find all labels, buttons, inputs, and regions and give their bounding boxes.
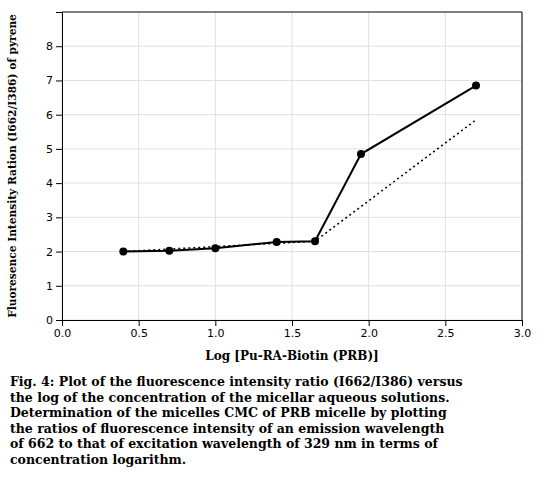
- x-axis: 0.0 0.5 1.0 1.5 2.0 2.5 3.0: [54, 320, 532, 340]
- y-tick: 2: [46, 246, 62, 259]
- grid-line-x: [215, 12, 216, 320]
- x-tick-label: 0.0: [54, 327, 72, 340]
- x-tick-mark: [445, 320, 446, 326]
- x-tick-label: 0.5: [130, 327, 148, 340]
- x-tick-label: 2.5: [437, 327, 455, 340]
- y-axis-line: [56, 13, 63, 321]
- caption-line: of 662 to that of excitation wavelength …: [10, 436, 440, 451]
- x-axis-title: Log [Pu-RA-Biotin (PRB)]: [205, 349, 379, 363]
- caption-line: the log of the concentration of the mice…: [10, 390, 450, 405]
- plot-area: 0.0 0.5 1.0 1.5 2.0 2.5 3.0 0 1 2 3 4 5 6 7 8: [46, 12, 531, 340]
- grid-line-x: [368, 12, 369, 320]
- x-tick-mark: [369, 320, 370, 326]
- marks: [119, 82, 480, 256]
- y-tick: 5: [46, 143, 62, 156]
- y-tick: 6: [46, 109, 62, 122]
- y-tick-mark: [56, 286, 62, 287]
- series-line: [123, 86, 476, 252]
- x-tick-mark: [215, 320, 216, 326]
- grid-line-x: [522, 12, 523, 320]
- y-tick: 7: [46, 74, 62, 87]
- grid-line-x: [445, 12, 446, 320]
- x-tick: 2.5: [437, 320, 455, 340]
- grid-line-y: [62, 183, 522, 184]
- grid-line-x: [138, 12, 139, 320]
- caption: Fig. 4: Plot of the fluorescence intensi…: [10, 374, 463, 467]
- y-tick: 8: [46, 40, 62, 53]
- grid-line-y: [62, 114, 522, 115]
- point: [273, 238, 281, 246]
- x-axis-line: [63, 321, 523, 327]
- y-tick-label: 2: [46, 246, 53, 259]
- x-tick-mark: [522, 320, 523, 326]
- y-tick-label: 3: [46, 211, 53, 224]
- frame-top: [62, 12, 522, 13]
- y-tick-mark: [56, 46, 62, 47]
- x-tick: 1.0: [207, 320, 225, 340]
- series-line: [123, 120, 476, 252]
- frame-right: [522, 12, 523, 320]
- x-tick: 3.0: [514, 320, 532, 340]
- y-tick: 0: [46, 314, 62, 327]
- y-tick-mark: [56, 320, 62, 321]
- y-tick-mark: [56, 252, 62, 253]
- x-tick-mark: [139, 320, 140, 326]
- point: [165, 247, 173, 255]
- y-tick-label: 6: [46, 109, 53, 122]
- grid-line-y: [62, 148, 522, 149]
- x-tick-label: 1.0: [207, 327, 225, 340]
- chart: 0.0 0.5 1.0 1.5 2.0 2.5 3.0 0 1 2 3 4 5 6 7 8 Log [Pu-RA…: [0, 0, 544, 482]
- y-tick-label: 8: [46, 40, 53, 53]
- x-tick-label: 3.0: [514, 327, 532, 340]
- x-tick: 1.5: [284, 320, 302, 340]
- y-tick: 4: [46, 177, 62, 190]
- grid-line-y: [62, 217, 522, 218]
- y-tick-mark: [56, 80, 62, 81]
- x-tick: 0.5: [130, 320, 148, 340]
- grid-line-y: [62, 80, 522, 81]
- grid-line-y: [62, 285, 522, 286]
- point: [357, 150, 365, 158]
- y-axis-title: Fluoresence Intensity Ration (I662/I386)…: [6, 14, 19, 318]
- y-tick: 3: [46, 211, 62, 224]
- y-tick-label: 0: [46, 314, 53, 327]
- grid-line-x: [292, 12, 293, 320]
- x-tick: 2.0: [360, 320, 378, 340]
- y-tick-mark: [56, 183, 62, 184]
- point: [211, 244, 219, 252]
- y-tick: 1: [46, 280, 62, 293]
- y-axis: 0 1 2 3 4 5 6 7 8: [46, 13, 63, 328]
- x-tick-mark: [292, 320, 293, 326]
- y-tick-label: 7: [46, 74, 53, 87]
- y-tick-label: 1: [46, 280, 53, 293]
- y-tick-mark: [56, 149, 62, 150]
- y-tick-mark: [56, 115, 62, 116]
- grid-line-y: [62, 46, 522, 47]
- x-tick-label: 1.5: [284, 327, 302, 340]
- caption-line: Determination of the micelles CMC of PRB…: [10, 405, 447, 420]
- x-tick-label: 2.0: [360, 327, 378, 340]
- point: [472, 82, 480, 90]
- x-tick: 0.0: [54, 320, 72, 340]
- caption-line: Fig. 4: Plot of the fluorescence intensi…: [10, 374, 463, 389]
- caption-line: concentration logarithm.: [10, 452, 186, 467]
- caption-line: the ratios of fluorescence intensity of …: [10, 421, 444, 436]
- y-tick-label: 4: [46, 177, 53, 190]
- grid: [62, 12, 522, 320]
- y-tick-mark: [56, 217, 62, 218]
- y-tick-label: 5: [46, 143, 53, 156]
